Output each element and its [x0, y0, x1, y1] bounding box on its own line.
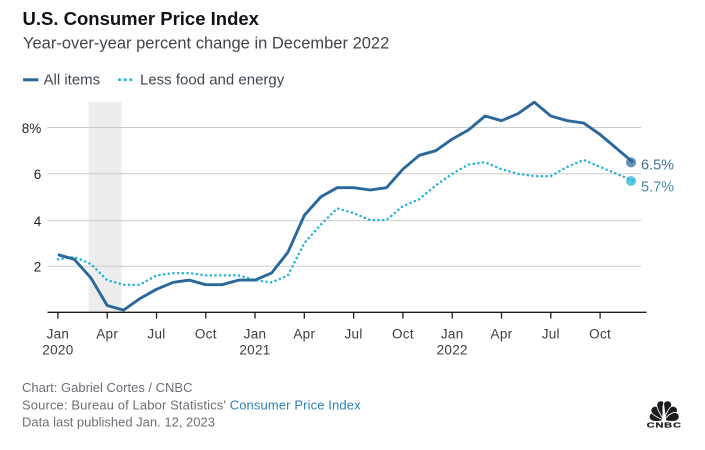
svg-text:Apr: Apr: [96, 327, 118, 342]
svg-text:Jul: Jul: [542, 327, 560, 342]
svg-text:Apr: Apr: [491, 327, 513, 342]
svg-text:5.7%: 5.7%: [641, 180, 674, 196]
svg-text:2: 2: [34, 260, 42, 275]
svg-text:All items: All items: [44, 72, 101, 89]
svg-text:Oct: Oct: [589, 327, 611, 342]
svg-text:2020: 2020: [42, 343, 73, 358]
svg-text:Chart: Gabriel Cortes / CNBC: Chart: Gabriel Cortes / CNBC: [22, 380, 193, 395]
svg-text:2021: 2021: [239, 343, 270, 358]
svg-text:6: 6: [34, 167, 42, 182]
svg-text:Jul: Jul: [345, 327, 363, 342]
svg-text:Year-over-year percent change: Year-over-year percent change in Decembe…: [23, 34, 389, 52]
svg-text:U.S. Consumer Price Index: U.S. Consumer Price Index: [23, 8, 260, 29]
svg-text:Jan: Jan: [244, 327, 267, 342]
svg-text:Oct: Oct: [195, 327, 217, 342]
svg-text:Jul: Jul: [147, 327, 165, 342]
svg-text:Jan: Jan: [441, 327, 464, 342]
svg-text:Jan: Jan: [47, 327, 70, 342]
svg-text:Apr: Apr: [293, 327, 315, 342]
svg-text:4: 4: [34, 214, 42, 229]
svg-text:6.5%: 6.5%: [641, 157, 674, 173]
svg-text:8%: 8%: [22, 121, 42, 136]
svg-text:Less food and energy: Less food and energy: [140, 72, 285, 89]
svg-text:2022: 2022: [437, 343, 468, 358]
svg-text:CNBC: CNBC: [647, 421, 682, 430]
svg-text:Data last published Jan. 12, 2: Data last published Jan. 12, 2023: [22, 414, 215, 429]
svg-text:Source: Bureau of Labor Statis: Source: Bureau of Labor Statistics' Cons…: [22, 398, 361, 413]
svg-text:Oct: Oct: [392, 327, 414, 342]
